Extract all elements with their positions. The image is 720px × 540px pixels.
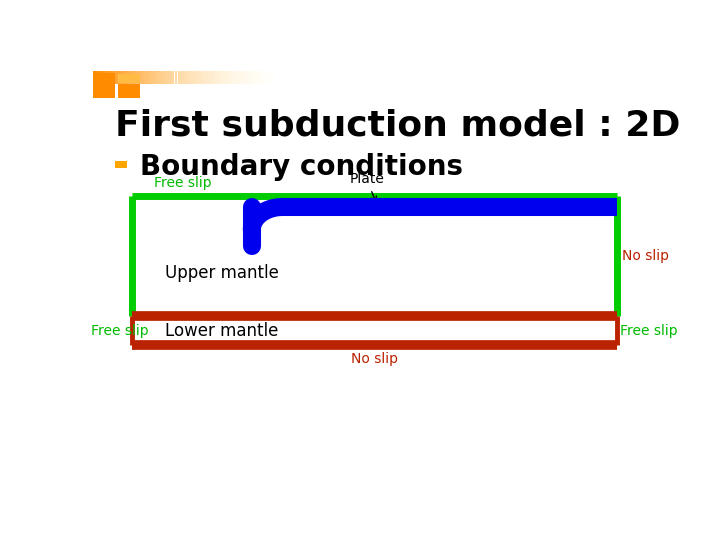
Bar [204,71,208,84]
Bar [135,71,138,84]
Bar [271,71,274,84]
Bar [111,71,114,84]
Bar [118,84,140,98]
Bar [168,71,171,84]
Bar [120,71,123,84]
Text: No slip: No slip [622,249,669,263]
Bar [217,71,220,84]
Bar [178,71,181,84]
Bar [262,71,265,84]
Bar [102,71,105,84]
Bar [189,71,193,84]
Bar [118,73,140,83]
Bar [199,71,202,84]
Bar [265,71,269,84]
Bar [115,160,127,168]
Bar [238,71,241,84]
Text: Free slip: Free slip [91,324,149,338]
Bar [193,71,196,84]
Bar [126,71,129,84]
Text: No slip: No slip [351,352,398,366]
Bar [93,73,115,98]
Bar [226,71,229,84]
Bar [138,71,141,84]
Bar [223,71,226,84]
Bar [241,71,244,84]
Bar [202,71,204,84]
Bar [166,71,168,84]
Text: Plate: Plate [349,172,384,202]
Bar [129,71,132,84]
Bar [244,71,247,84]
Bar [159,71,162,84]
Bar [256,71,259,84]
Bar [96,71,99,84]
Bar [229,71,232,84]
Bar [117,71,120,84]
Bar [196,71,199,84]
Bar [132,71,135,84]
Bar [153,71,156,84]
Bar [250,71,253,84]
Bar [235,71,238,84]
Bar [114,71,117,84]
Bar [150,71,153,84]
Bar [163,71,166,84]
Bar [108,71,111,84]
Bar [259,71,262,84]
Bar [211,71,214,84]
Text: Free slip: Free slip [154,176,212,190]
Bar [123,71,126,84]
Text: Lower mantle: Lower mantle [166,322,279,340]
Text: Boundary conditions: Boundary conditions [140,153,463,181]
Bar [105,71,108,84]
Bar [232,71,235,84]
Text: First subduction model : 2D: First subduction model : 2D [115,108,680,142]
Bar [253,71,256,84]
Bar [269,71,271,84]
Bar [174,71,177,84]
Text: Free slip: Free slip [620,324,678,338]
Bar [93,71,96,84]
Bar [144,71,147,84]
Bar [220,71,223,84]
Bar [148,71,150,84]
Bar [214,71,217,84]
Bar [99,71,102,84]
Bar [184,71,186,84]
Bar [208,71,211,84]
Bar [141,71,144,84]
Text: Upper mantle: Upper mantle [166,264,279,282]
Bar [186,71,189,84]
Bar [156,71,159,84]
Bar [247,71,250,84]
Bar [181,71,184,84]
Bar [171,71,174,84]
